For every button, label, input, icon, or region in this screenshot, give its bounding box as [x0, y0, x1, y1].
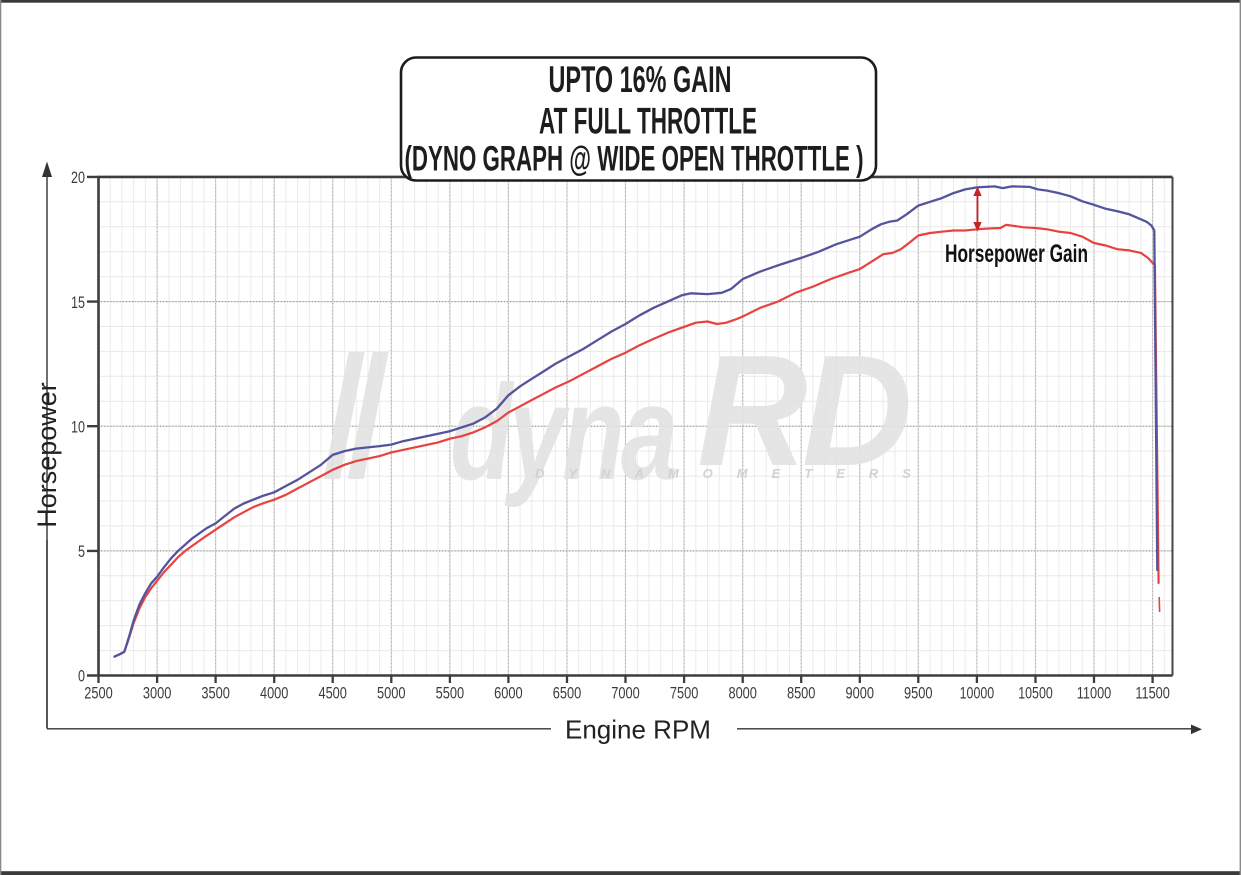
svg-text:11000: 11000	[1077, 684, 1112, 703]
svg-text:RD: RD	[697, 322, 908, 499]
svg-text:9000: 9000	[846, 684, 875, 703]
svg-text:Horsepower: Horsepower	[32, 382, 62, 528]
svg-text:Engine RPM: Engine RPM	[565, 715, 711, 745]
svg-text:AT FULL THROTTLE: AT FULL THROTTLE	[539, 101, 757, 142]
svg-text:4000: 4000	[260, 684, 289, 703]
svg-text:11500: 11500	[1135, 684, 1170, 703]
svg-text:5000: 5000	[377, 684, 406, 703]
svg-text:10: 10	[71, 417, 85, 436]
svg-text:10000: 10000	[960, 684, 995, 703]
svg-text:7000: 7000	[611, 684, 640, 703]
svg-text:(DYNO GRAPH @ WIDE OPEN THROTT: (DYNO GRAPH @ WIDE OPEN THROTTLE )	[405, 140, 864, 179]
svg-text:8500: 8500	[787, 684, 816, 703]
svg-text:5500: 5500	[436, 684, 465, 703]
svg-text:7500: 7500	[670, 684, 699, 703]
svg-text:UPTO 16% GAIN: UPTO 16% GAIN	[549, 59, 732, 100]
svg-text:5: 5	[78, 542, 85, 561]
svg-text:15: 15	[71, 293, 85, 312]
svg-text:0: 0	[78, 667, 85, 686]
svg-text:10500: 10500	[1018, 684, 1053, 703]
svg-text:DYNAMOMETERS: DYNAMOMETERS	[535, 466, 935, 481]
svg-text:9500: 9500	[904, 684, 933, 703]
svg-text:6000: 6000	[494, 684, 523, 703]
svg-text:3500: 3500	[201, 684, 230, 703]
svg-text:Horsepower Gain: Horsepower Gain	[945, 240, 1088, 268]
svg-text:20: 20	[71, 168, 85, 187]
svg-text:6500: 6500	[553, 684, 582, 703]
svg-text:8000: 8000	[728, 684, 757, 703]
svg-text:3000: 3000	[143, 684, 172, 703]
svg-text:dyna: dyna	[450, 357, 676, 508]
svg-text:2500: 2500	[84, 684, 113, 703]
svg-text:4500: 4500	[318, 684, 347, 703]
